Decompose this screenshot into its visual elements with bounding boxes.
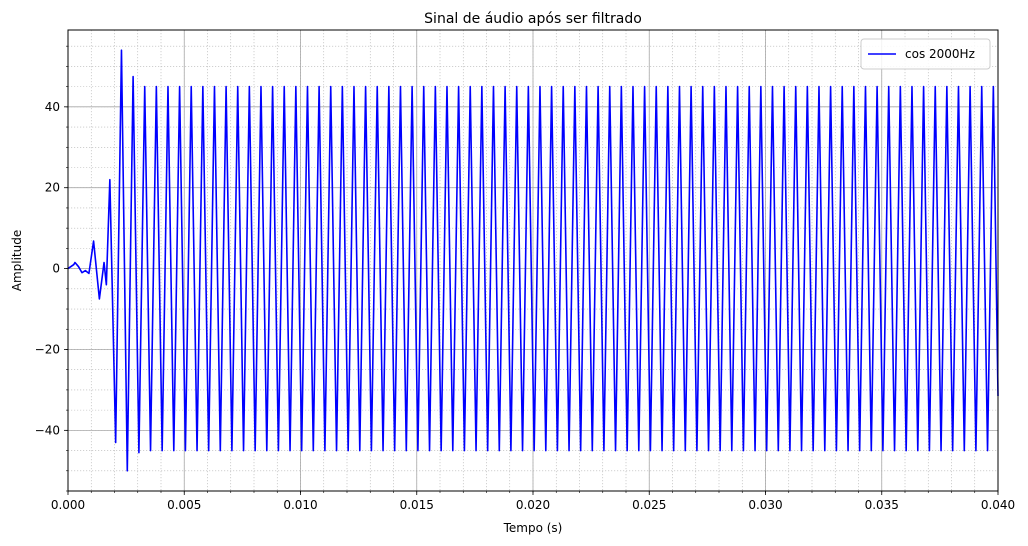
x-tick-label: 0.040 [981,498,1015,512]
x-tick-label: 0.020 [516,498,550,512]
y-tick-label: 0 [52,262,60,276]
legend-label: cos 2000Hz [905,47,975,61]
series-line-cos-2000hz [67,49,999,472]
x-tick-label: 0.005 [167,498,201,512]
chart-title: Sinal de áudio após ser filtrado [424,11,642,27]
x-tick-label: 0.015 [400,498,434,512]
y-axis-label: Amplitude [10,230,24,292]
x-tick-label: 0.010 [283,498,317,512]
legend-box [860,38,991,70]
y-axis-ticks: −40 −20 0 20 40 [35,45,68,492]
x-axis-label: Tempo (s) [503,521,563,535]
y-tick-label: −40 [35,423,60,437]
x-tick-label: 0.025 [632,498,666,512]
x-tick-label: 0.000 [51,498,85,512]
x-tick-label: 0.030 [748,498,782,512]
y-tick-label: −20 [35,342,60,356]
y-tick-label: 20 [45,181,60,195]
x-axis-ticks: 0.000 0.005 0.010 0.015 0.020 0.025 0.030 0.035… [51,491,1015,512]
legend: cos 2000Hz [860,38,991,70]
x-tick-label: 0.035 [865,498,899,512]
y-tick-label: 40 [45,100,60,114]
